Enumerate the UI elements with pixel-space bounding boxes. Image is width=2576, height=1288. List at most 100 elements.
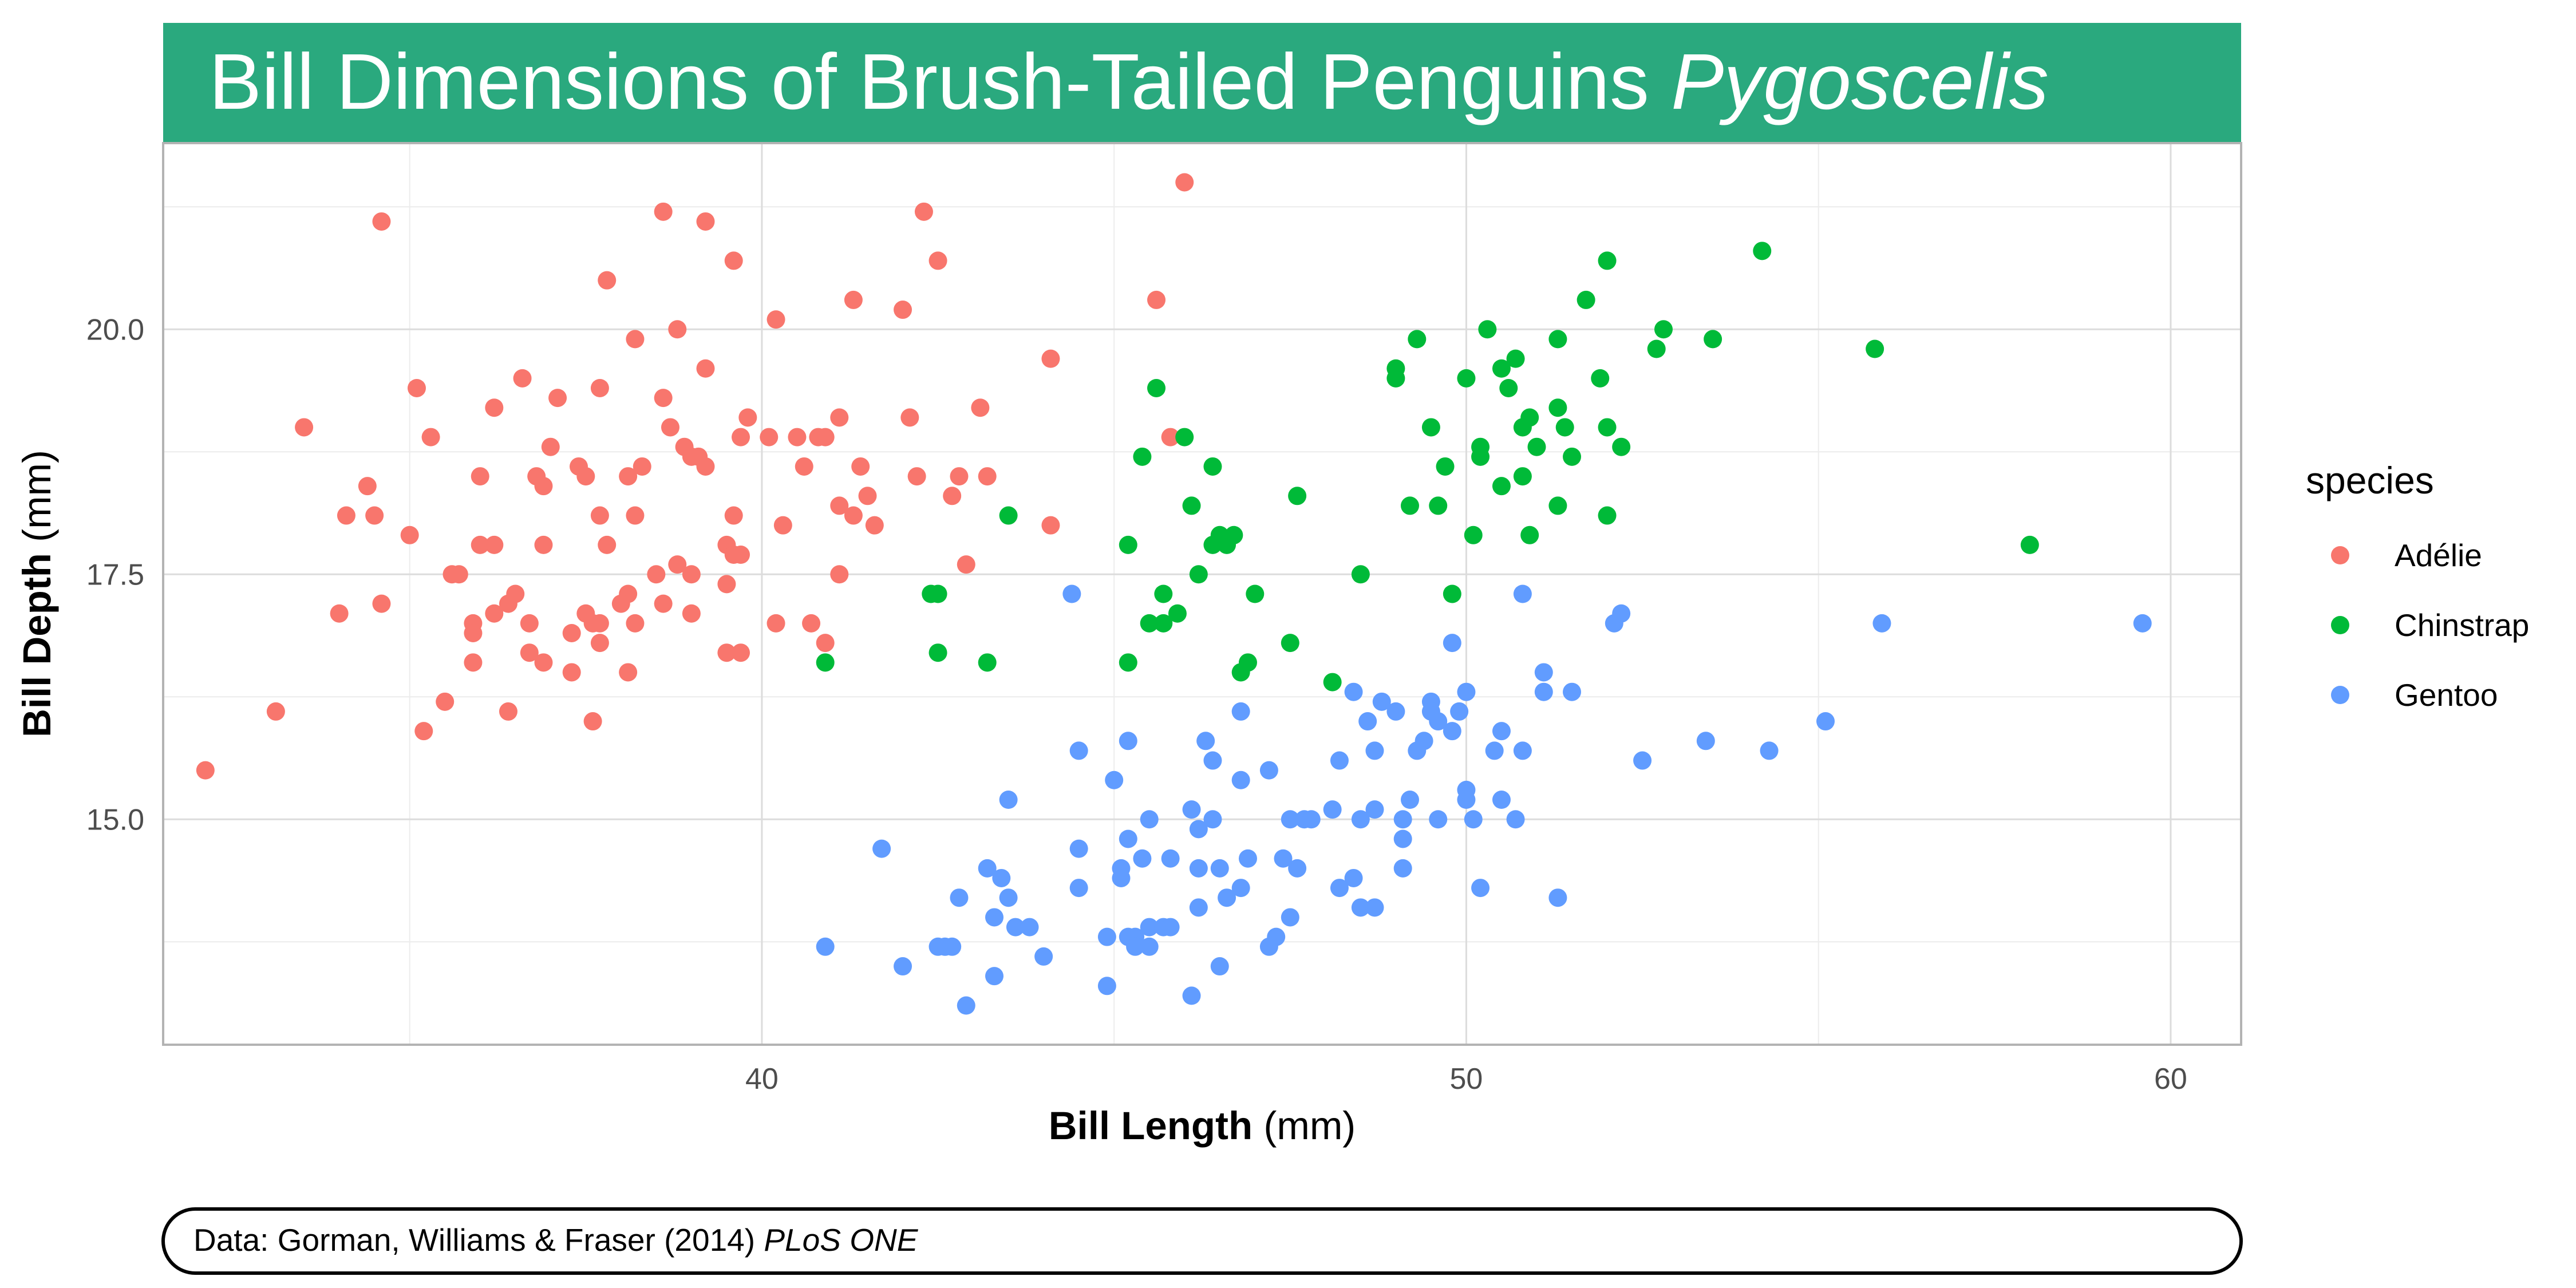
point-gentoo — [1231, 879, 1250, 898]
point-adelie — [654, 594, 673, 613]
point-gentoo — [1612, 604, 1631, 623]
point-adelie — [738, 408, 757, 427]
point-gentoo — [1344, 868, 1363, 887]
point-gentoo — [1534, 682, 1553, 701]
point-chinstrap — [929, 584, 947, 603]
point-adelie — [978, 467, 997, 486]
point-adelie — [647, 565, 666, 584]
point-chinstrap — [1386, 359, 1405, 378]
point-chinstrap — [1548, 330, 1567, 349]
point-chinstrap — [978, 653, 997, 672]
point-chinstrap — [1168, 604, 1187, 623]
point-adelie — [830, 565, 849, 584]
point-adelie — [816, 634, 835, 653]
x-tick-label: 60 — [2154, 1062, 2187, 1096]
point-adelie — [619, 663, 638, 682]
point-adelie — [499, 702, 517, 721]
legend-key-adelie — [2331, 546, 2349, 564]
point-chinstrap — [1563, 447, 1582, 466]
point-gentoo — [894, 957, 912, 976]
point-gentoo — [999, 888, 1018, 907]
point-gentoo — [1281, 908, 1299, 927]
point-gentoo — [1464, 810, 1483, 829]
point-adelie — [266, 702, 285, 721]
point-adelie — [598, 535, 617, 554]
point-gentoo — [1393, 829, 1412, 848]
point-chinstrap — [1246, 584, 1265, 603]
point-gentoo — [1203, 810, 1222, 829]
point-gentoo — [1372, 692, 1391, 711]
point-gentoo — [1062, 584, 1081, 603]
point-gentoo — [1189, 820, 1208, 839]
point-gentoo — [992, 868, 1011, 887]
point-adelie — [548, 389, 567, 408]
point-gentoo — [1696, 732, 1715, 750]
x-axis-title-unit: (mm) — [1263, 1104, 1356, 1148]
point-chinstrap — [1133, 447, 1152, 466]
point-gentoo — [1401, 791, 1419, 809]
point-gentoo — [1302, 810, 1321, 829]
point-adelie — [590, 634, 609, 653]
point-gentoo — [1513, 741, 1532, 760]
caption-box — [161, 1207, 2243, 1275]
caption: Data: Gorman, Williams & Fraser (2014) P… — [193, 1222, 919, 1258]
point-gentoo — [1097, 927, 1116, 946]
point-adelie — [696, 359, 715, 378]
point-gentoo — [1633, 751, 1652, 770]
point-gentoo — [1231, 771, 1250, 789]
point-chinstrap — [1499, 378, 1518, 397]
point-gentoo — [1238, 849, 1257, 868]
point-adelie — [907, 467, 926, 486]
point-gentoo — [1492, 722, 1511, 741]
point-adelie — [583, 712, 602, 731]
point-adelie — [950, 467, 969, 486]
grid-major — [163, 143, 2241, 1045]
point-adelie — [724, 251, 743, 270]
point-adelie — [471, 535, 489, 554]
point-gentoo — [1133, 849, 1152, 868]
point-adelie — [626, 330, 645, 349]
point-chinstrap — [1421, 418, 1440, 437]
point-adelie — [654, 202, 673, 221]
point-adelie — [330, 604, 349, 623]
point-chinstrap — [1598, 418, 1617, 437]
point-adelie — [506, 584, 525, 603]
point-gentoo — [1034, 947, 1053, 966]
legend-label-chinstrap: Chinstrap — [2395, 607, 2529, 643]
point-gentoo — [1457, 780, 1476, 799]
point-gentoo — [1492, 791, 1511, 809]
point-gentoo — [1218, 888, 1236, 907]
point-gentoo — [1323, 800, 1342, 819]
point-gentoo — [1443, 722, 1461, 741]
point-adelie — [851, 457, 870, 476]
point-adelie — [802, 614, 821, 633]
point-chinstrap — [1238, 653, 1257, 672]
point-gentoo — [957, 996, 975, 1015]
point-gentoo — [1203, 751, 1222, 770]
point-gentoo — [1182, 800, 1201, 819]
point-chinstrap — [1492, 359, 1511, 378]
point-gentoo — [1069, 879, 1088, 898]
point-chinstrap — [1408, 330, 1427, 349]
point-adelie — [436, 692, 455, 711]
point-adelie — [732, 546, 750, 564]
point-chinstrap — [1506, 349, 1525, 368]
point-adelie — [619, 467, 638, 486]
point-chinstrap — [1520, 408, 1539, 427]
point-gentoo — [985, 967, 1003, 986]
point-adelie — [520, 614, 539, 633]
point-adelie — [626, 506, 645, 525]
point-chinstrap — [1443, 584, 1461, 603]
point-gentoo — [1210, 859, 1229, 878]
point-chinstrap — [929, 643, 947, 662]
point-gentoo — [1267, 927, 1286, 946]
point-adelie — [295, 418, 314, 437]
point-adelie — [485, 604, 504, 623]
title-banner — [163, 23, 2241, 143]
point-gentoo — [1231, 702, 1250, 721]
chart-title-main: Bill Dimensions of Brush-Tailed Penguins — [209, 38, 1649, 126]
legend: Adélie Chinstrap Gentoo — [2331, 538, 2529, 713]
point-chinstrap — [816, 653, 835, 672]
x-tick-label: 50 — [1450, 1062, 1483, 1096]
point-gentoo — [1105, 771, 1124, 789]
